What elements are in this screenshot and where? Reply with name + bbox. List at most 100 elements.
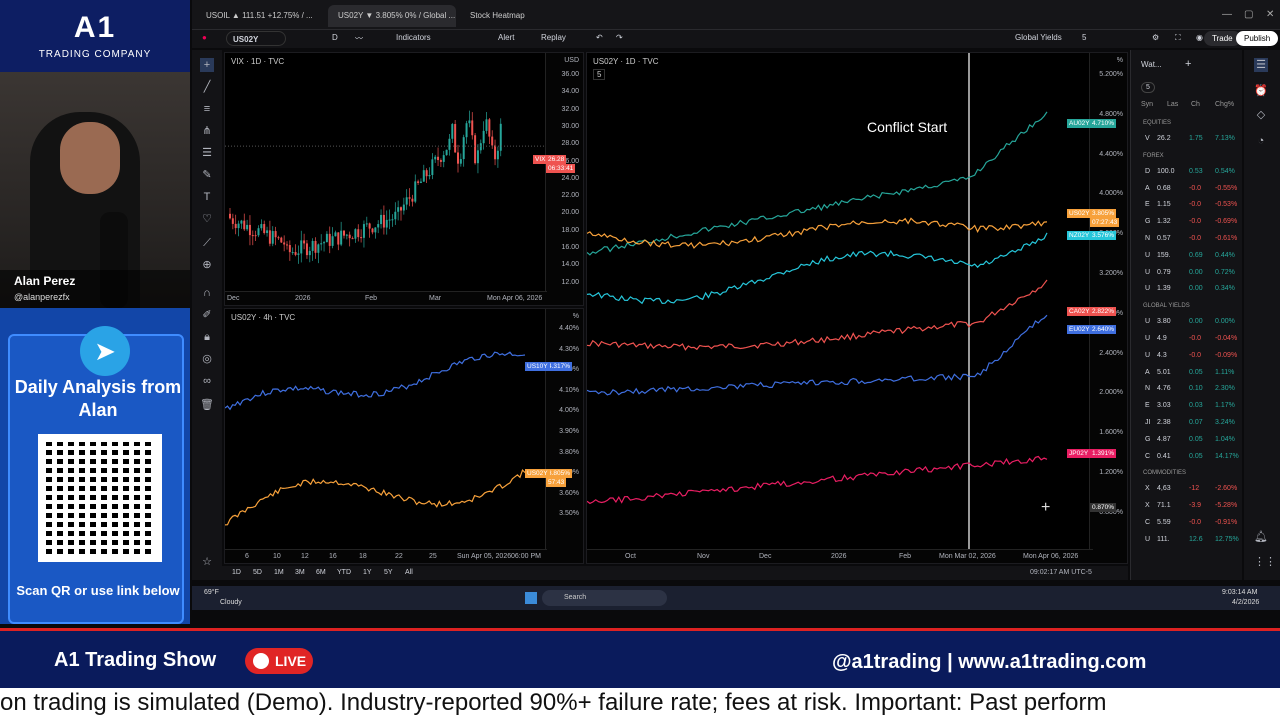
watchlist-col-las[interactable]: Las	[1167, 101, 1179, 108]
zoom-icon[interactable]: ⊕	[202, 259, 212, 271]
pencil-lock-icon[interactable]: ✐	[202, 309, 212, 321]
timeframe-5d[interactable]: 5D	[253, 569, 262, 576]
minimize-icon[interactable]: —	[1222, 9, 1232, 20]
close-icon[interactable]: ✕	[1266, 9, 1275, 20]
tab-usoil[interactable]: USOIL ▲ 111.51 +12.75% / ...	[206, 11, 313, 20]
watchlist-row[interactable]: E 1.15 -0.0 -0.53%	[1131, 198, 1243, 212]
watchlist-title[interactable]: Wat...	[1141, 60, 1162, 69]
brush-icon[interactable]: ✎	[202, 169, 212, 181]
watchlist-row[interactable]: X 4,63 -12 -2.60%	[1131, 482, 1243, 496]
main-price-axis[interactable]: % 5.200%4.800%4.400%4.000%3.600%3.200%2.…	[1089, 53, 1127, 563]
start-icon[interactable]	[525, 592, 537, 604]
apps-icon[interactable]: ⋮⋮	[1254, 556, 1276, 568]
watchlist-row[interactable]: G 1.32 -0.0 -0.69%	[1131, 215, 1243, 229]
timeframe-ytd[interactable]: YTD	[337, 569, 351, 576]
trade-button[interactable]: Trade	[1204, 31, 1241, 46]
watchlist-col-chgpct[interactable]: Chg%	[1215, 101, 1235, 108]
watchlist-row[interactable]: U 3.80 0.00 0.00%	[1131, 315, 1243, 329]
ruler-icon[interactable]: ⟋	[203, 237, 211, 249]
timeframe-6m[interactable]: 6M	[316, 569, 326, 576]
watchlist-row[interactable]: U 159. 0.69 0.44%	[1131, 249, 1243, 263]
watchlist-icon[interactable]: ☰	[1254, 58, 1268, 72]
vix-time-axis[interactable]: Dec 2026 Feb Mar Mon Apr 06, 2026	[225, 291, 547, 305]
telegram-icon: ➤	[80, 326, 130, 376]
watchlist-row[interactable]: U 4.3 -0.0 -0.09%	[1131, 349, 1243, 363]
timeframe-1d[interactable]: 1D	[232, 569, 241, 576]
fullscreen-icon[interactable]: ⛶	[1175, 33, 1181, 42]
watchlist-row[interactable]: N 4.76 0.10 2.30%	[1131, 382, 1243, 396]
timeframe-5y[interactable]: 5Y	[384, 569, 393, 576]
alerts-icon[interactable]: ⏰	[1254, 85, 1268, 97]
bell-icon[interactable]: 🔔︎	[1254, 531, 1268, 543]
watchlist-row[interactable]: JI 2.38 0.07 3.24%	[1131, 416, 1243, 430]
alert-button[interactable]: Alert	[498, 33, 515, 42]
watchlist-col-syn[interactable]: Syn	[1141, 101, 1154, 108]
vix-price-axis[interactable]: USD 36.00 34.00 32.00 30.00 28.00 26.00 24.00 2…	[545, 53, 583, 305]
watchlist-cell: 1.39	[1157, 285, 1171, 293]
trendline-icon[interactable]: ╱	[203, 81, 211, 93]
watchlist-row[interactable]: C 5.59 -0.0 -0.91%	[1131, 516, 1243, 530]
timeframe-1m[interactable]: 1M	[274, 569, 284, 576]
add-symbol-icon[interactable]: +	[1185, 58, 1192, 70]
h4-time-axis[interactable]: 6 10 12 16 18 22 25 Sun Apr 05, 2026 06:00 PM	[225, 549, 547, 563]
settings-icon[interactable]: ⚙	[1152, 33, 1160, 42]
watchlist-row[interactable]: E 3.03 0.03 1.17%	[1131, 399, 1243, 413]
chart-type-icon[interactable]: 〰	[355, 34, 363, 43]
symbol-search[interactable]: US02Y	[226, 31, 286, 46]
redo-icon[interactable]: ↷	[616, 33, 623, 42]
avatar-icon[interactable]: ●	[202, 33, 207, 42]
main-time-axis[interactable]: Oct Nov Dec 2026 Feb Mon Mar 02, 2026 Mon Apr …	[587, 549, 1093, 563]
tab-us02y[interactable]: US02Y ▼ 3.805% 0% / Global ...	[328, 5, 456, 27]
watchlist-row[interactable]: U 1.39 0.00 0.34%	[1131, 282, 1243, 296]
camera-icon[interactable]: ◉	[1196, 33, 1203, 42]
lock-icon[interactable]: 🔒︎	[204, 331, 210, 343]
global-yields-pane[interactable]: US02Y · 1D · TVC 5 Conflict Start % 5.20…	[586, 52, 1128, 564]
layout-name[interactable]: Global Yields	[1015, 33, 1062, 42]
text-icon[interactable]: T	[203, 191, 211, 203]
layers-icon[interactable]: ◇	[1256, 109, 1266, 121]
maximize-icon[interactable]: ▢	[1244, 9, 1254, 20]
replay-button[interactable]: Replay	[541, 33, 566, 42]
watchlist-row[interactable]: A 5.01 0.05 1.11%	[1131, 366, 1243, 380]
watchlist-section[interactable]: EQUITIES	[1143, 120, 1172, 126]
vix-pane[interactable]: VIX · 1D · TVC USD 36.00 34.00 32.00 30.00 2…	[224, 52, 584, 306]
watchlist-row[interactable]: V 26.2 1.75 7.13%	[1131, 132, 1243, 146]
taskbar-search[interactable]: Search	[542, 590, 667, 606]
watchlist-section[interactable]: COMMODITIES	[1143, 470, 1186, 477]
watchlist-row[interactable]: G 4.87 0.05 1.04%	[1131, 433, 1243, 447]
us02y-4h-pane[interactable]: US02Y · 4h · TVC % 4.40%4.30%4.20%4.10%4…	[224, 308, 584, 564]
watchlist-row[interactable]: U 4.9 -0.0 -0.04%	[1131, 332, 1243, 346]
timeframe-1y[interactable]: 1Y	[363, 569, 372, 576]
watchlist-row[interactable]: A 0.68 -0.0 -0.55%	[1131, 182, 1243, 196]
watchlist-section[interactable]: GLOBAL YIELDS	[1143, 303, 1190, 310]
timeframe-all[interactable]: All	[405, 569, 413, 576]
pitchfork-icon[interactable]: ⋔	[202, 125, 212, 137]
horizontal-lines-icon[interactable]: ≡	[203, 103, 211, 115]
watchlist-row[interactable]: U 0.79 0.00 0.72%	[1131, 266, 1243, 280]
chat-icon[interactable]: ◔	[1257, 135, 1265, 147]
watchlist-section[interactable]: FOREX	[1143, 152, 1164, 159]
crosshair-icon[interactable]: +	[200, 58, 214, 72]
watchlist-row[interactable]: U 111. 12.6 12.75%	[1131, 533, 1243, 547]
qr-code[interactable]	[38, 434, 162, 562]
star-icon[interactable]: ☆	[202, 556, 212, 568]
trash-icon[interactable]: 🗑︎	[200, 399, 214, 411]
watchlist-row[interactable]: X 71.1 -3.9 -5.28%	[1131, 499, 1243, 513]
watchlist-row[interactable]: D 100.0 0.53 0.54%	[1131, 165, 1243, 179]
undo-icon[interactable]: ↶	[596, 33, 603, 42]
watchlist-row[interactable]: N 0.57 -0.0 -0.61%	[1131, 232, 1243, 246]
magnet-icon[interactable]: ∩	[203, 287, 211, 299]
tab-stock-heatmap[interactable]: Stock Heatmap	[470, 11, 525, 20]
heart-icon[interactable]: ♡	[202, 213, 212, 225]
watchlist-row[interactable]: C 0.41 0.05 14.17%	[1131, 450, 1243, 464]
h4-price-axis[interactable]: % 4.40%4.30%4.20%4.10%4.00%3.90%3.80%3.7…	[545, 309, 583, 563]
timeframe-3m[interactable]: 3M	[295, 569, 305, 576]
indicators-button[interactable]: Indicators	[396, 33, 431, 42]
publish-button[interactable]: Publish	[1236, 31, 1279, 46]
interval-button[interactable]: D	[332, 33, 338, 42]
eye-icon[interactable]: ◎	[202, 353, 212, 365]
watchlist-col-ch[interactable]: Ch	[1191, 101, 1200, 108]
fib-icon[interactable]: ☰	[202, 147, 212, 159]
link-icon[interactable]: ∞	[203, 375, 211, 387]
series-value-jp02y: 1.391%	[1090, 449, 1117, 458]
